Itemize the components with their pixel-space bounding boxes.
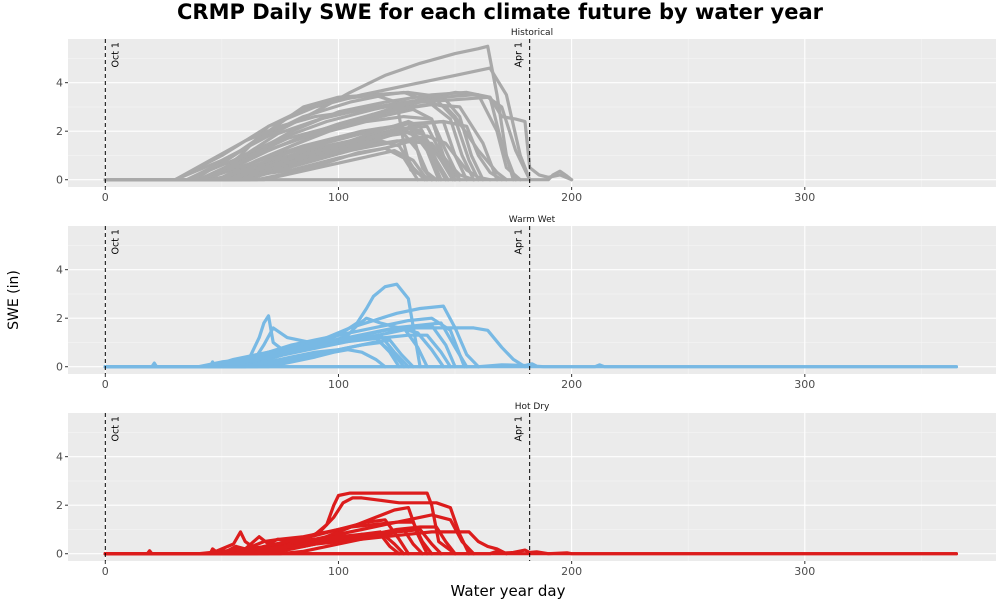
x-tick-label: 200	[561, 565, 582, 578]
panel-hot-dry: Hot Dry 0 2 4 0 100 200 300 Oct 1 Apr 1	[56, 402, 996, 578]
x-tick-label: 0	[102, 565, 109, 578]
facet-label: Warm Wet	[509, 215, 556, 225]
reference-line-label: Apr 1	[514, 42, 525, 68]
reference-line-label: Oct 1	[110, 416, 121, 442]
y-tick-label: 0	[56, 174, 63, 187]
y-tick-label: 2	[56, 312, 63, 325]
series-group	[103, 491, 958, 556]
x-tick-label: 0	[102, 191, 109, 204]
reference-line-label: Oct 1	[110, 42, 121, 68]
x-tick-label: 300	[794, 191, 815, 204]
x-tick-label: 200	[561, 378, 582, 391]
x-tick-label: 200	[561, 191, 582, 204]
y-tick-label: 2	[56, 499, 63, 512]
x-tick-label: 300	[794, 565, 815, 578]
y-tick-label: 4	[56, 264, 63, 277]
series-line	[103, 124, 457, 182]
y-tick-label: 0	[56, 548, 63, 561]
series-line	[103, 102, 499, 182]
x-axis-label: Water year day	[450, 582, 566, 600]
y-tick-label: 4	[56, 451, 63, 464]
series-line	[103, 169, 574, 182]
reference-line-label: Oct 1	[110, 229, 121, 255]
x-tick-label: 0	[102, 378, 109, 391]
x-tick-label: 100	[328, 565, 349, 578]
y-tick-label: 0	[56, 361, 63, 374]
x-tick-label: 100	[328, 378, 349, 391]
panel-background	[68, 226, 996, 374]
panel-background	[68, 413, 996, 561]
facet-label: Hot Dry	[515, 402, 550, 412]
y-tick-label: 4	[56, 77, 63, 90]
reference-line-label: Apr 1	[514, 416, 525, 442]
series-line	[103, 530, 508, 556]
series-group	[103, 44, 574, 182]
series-line	[103, 304, 480, 369]
facet-label: Historical	[511, 28, 553, 38]
chart-title: CRMP Daily SWE for each climate future b…	[177, 0, 823, 24]
reference-line-label: Apr 1	[514, 229, 525, 255]
series-line	[103, 124, 450, 182]
series-line	[103, 44, 515, 182]
x-tick-label: 100	[328, 191, 349, 204]
y-tick-label: 2	[56, 125, 63, 138]
x-tick-label: 300	[794, 378, 815, 391]
series-line	[103, 333, 452, 369]
panel-warm-wet: Warm Wet 0 2 4 0 100 200 300 Oct 1 Apr 1	[56, 215, 996, 391]
series-line	[103, 127, 441, 182]
panel-historical: Historical 0 2 4 0 100 200 300 Oct 1 Apr 1	[56, 28, 996, 204]
series-line	[103, 95, 574, 182]
series-group	[103, 282, 958, 369]
